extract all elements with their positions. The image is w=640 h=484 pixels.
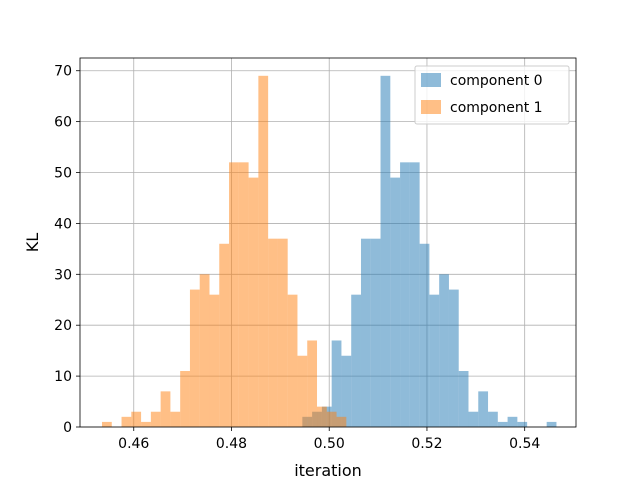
y-tick-label-1: 10 [54,369,72,385]
bar-series-0-bin-8 [380,75,391,428]
bar-series-0-bin-4 [341,355,352,427]
bar-series-1-bin-24 [336,416,347,427]
bar-series-1-bin-10 [199,274,210,427]
legend: component 0 component 1 [414,65,570,125]
legend-swatch-component-1 [421,100,441,114]
bar-series-1-bin-8 [180,371,190,427]
bar-series-1-bin-14 [238,162,249,427]
bar-series-1-bin-4 [141,421,151,427]
bar-series-0-bin-25 [546,421,557,427]
bar-series-0-bin-7 [370,238,381,427]
bar-series-1-bin-12 [219,243,230,427]
legend-label-component-0: component 0 [450,73,543,89]
bar-series-0-bin-11 [409,162,420,427]
bar-series-0-bin-10 [400,162,410,427]
bar-series-1-bin-7 [170,411,181,427]
histogram-bars [101,75,557,428]
bar-series-1-bin-19 [287,294,298,427]
y-tick-label-3: 30 [54,267,72,283]
y-tick-label-7: 70 [54,64,72,80]
bar-series-1-bin-18 [277,238,288,427]
bar-series-0-bin-9 [390,177,401,427]
bar-series-1-bin-9 [189,289,200,427]
legend-swatch-component-0 [421,73,441,87]
bar-series-1-bin-11 [209,294,220,427]
bar-series-1-bin-6 [160,391,171,427]
x-tick-label-2: 0.50 [314,436,345,452]
bar-series-0-bin-22 [517,421,528,427]
bar-series-1-bin-20 [297,355,308,427]
x-tick-label-0: 0.46 [118,436,149,452]
bar-series-0-bin-17 [468,411,479,427]
y-tick-label-5: 50 [54,166,72,182]
bar-series-1-bin-2 [121,416,132,427]
bar-series-1-bin-16 [258,75,269,428]
legend-box [414,65,570,125]
y-axis-ticks: 0 10 20 30 40 50 60 70 [54,64,80,436]
y-tick-label-0: 0 [63,420,72,436]
bar-series-1-bin-5 [150,411,161,427]
bar-series-1-bin-23 [326,411,337,427]
bar-series-1-bin-0 [101,421,112,427]
x-axis-label: iteration [294,461,362,480]
bar-series-0-bin-16 [458,371,469,427]
bar-series-0-bin-3 [331,340,342,427]
y-tick-label-6: 60 [54,115,72,131]
bar-series-0-bin-18 [478,391,489,427]
bar-series-1-bin-17 [268,238,278,427]
plot-frame [79,57,577,428]
bar-series-1-bin-15 [248,177,259,427]
bar-series-0-bin-13 [429,294,440,427]
bar-series-0-bin-15 [448,289,459,427]
x-tick-label-4: 0.54 [509,436,540,452]
bar-series-1-bin-3 [131,411,142,427]
bar-series-0-bin-12 [419,243,430,427]
bar-series-1-bin-21 [307,340,318,427]
bar-series-0-bin-6 [360,238,371,427]
x-axis-ticks: 0.46 0.48 0.50 0.52 0.54 [118,427,540,452]
bar-series-1-bin-13 [229,162,239,427]
bar-series-0-bin-21 [507,416,518,427]
bar-series-0-bin-5 [351,294,361,427]
y-tick-label-2: 20 [54,318,72,334]
bar-series-0-bin-20 [497,421,508,427]
x-tick-label-1: 0.48 [216,436,247,452]
bar-series-1-bin-22 [317,406,327,427]
legend-label-component-1: component 1 [450,100,543,116]
bar-series-0-bin-19 [488,411,498,427]
y-tick-label-4: 40 [54,216,72,232]
x-tick-label-3: 0.52 [411,436,442,452]
y-axis-label: KL [23,233,42,252]
bar-series-0-bin-14 [439,274,449,427]
